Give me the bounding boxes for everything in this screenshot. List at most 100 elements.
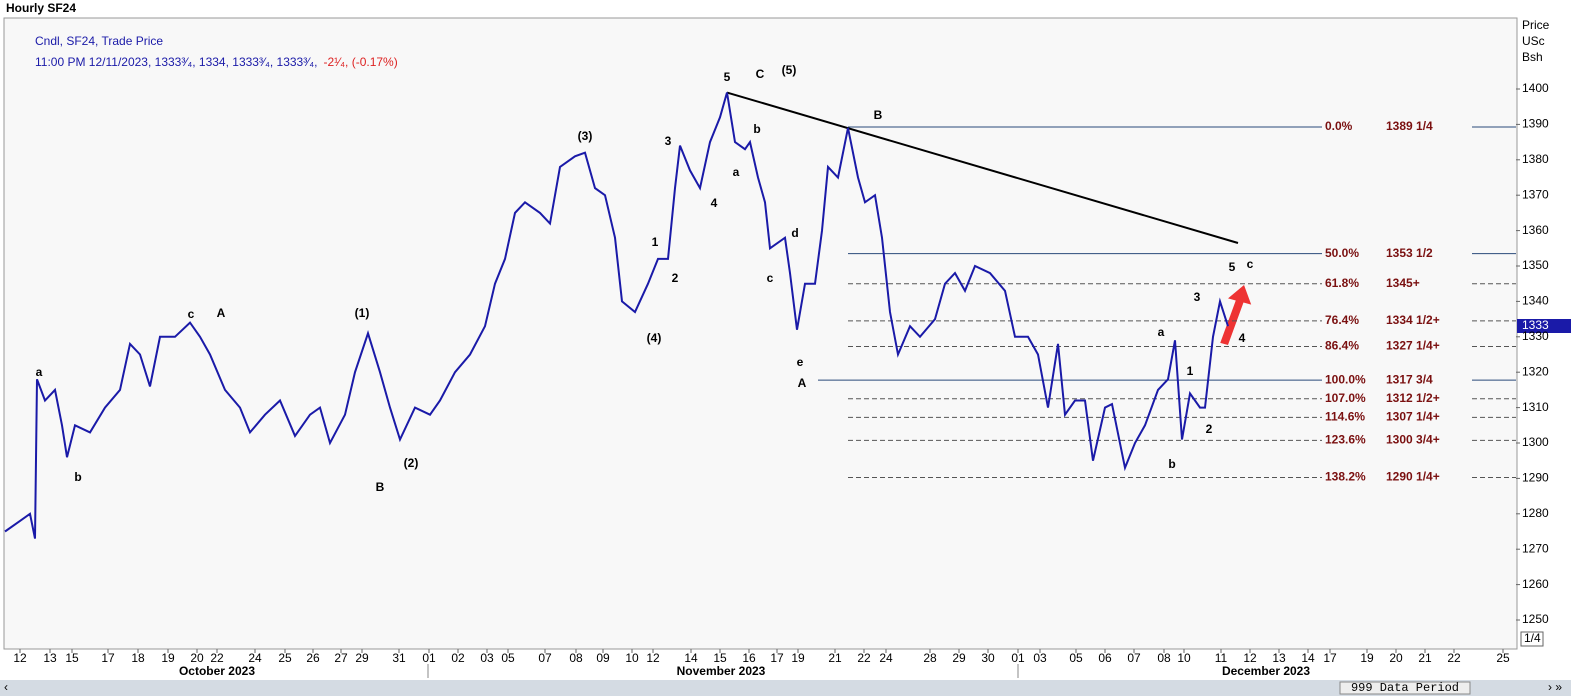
- y-tick-label: 1310: [1522, 400, 1549, 414]
- wave-label: b: [74, 470, 81, 484]
- scroll-thumb[interactable]: [1339, 681, 1471, 695]
- x-tick-label: 12: [646, 651, 660, 665]
- wave-label: c: [1247, 257, 1254, 271]
- last-price: 1333: [1522, 318, 1549, 332]
- fib-pct: 123.6%: [1325, 433, 1366, 447]
- wave-label: 5: [724, 70, 731, 84]
- x-tick-label: 19: [161, 651, 175, 665]
- x-tick-label: 24: [248, 651, 262, 665]
- y-tick-label: 1280: [1522, 506, 1549, 520]
- x-tick-label: 06: [1098, 651, 1112, 665]
- wave-label: c: [767, 271, 774, 285]
- x-tick-label: 15: [713, 651, 727, 665]
- trendline: [726, 91, 1239, 244]
- wave-label: 4: [1239, 331, 1246, 345]
- fib-label-bg: [1322, 390, 1472, 407]
- y-tick-label: 1340: [1522, 294, 1549, 308]
- scroll-label: 999 Data Period: [1351, 681, 1459, 695]
- page-box[interactable]: [1520, 631, 1544, 647]
- x-tick-label: 17: [101, 651, 115, 665]
- fib-label-bg: [1322, 119, 1472, 136]
- fib-pct: 0.0%: [1325, 119, 1353, 133]
- x-tick-label: 03: [1033, 651, 1047, 665]
- fib-price: 1317 3/4: [1386, 372, 1433, 386]
- wave-label: a: [733, 165, 740, 179]
- x-tick-label: 21: [1418, 651, 1432, 665]
- wave-label: 2: [1206, 422, 1213, 436]
- x-tick-label: 05: [1069, 651, 1083, 665]
- legend-change: -2¹⁄₄, (-0.17%): [323, 55, 397, 69]
- x-tick-label: 26: [306, 651, 320, 665]
- wave-label: e: [797, 355, 804, 369]
- wave-label: (5): [782, 63, 797, 77]
- wave-label: A: [217, 306, 226, 320]
- x-tick-label: 01: [422, 651, 436, 665]
- x-tick-label: 22: [210, 651, 224, 665]
- y-tick-label: 1250: [1522, 612, 1549, 626]
- fib-price: 1312 1/2+: [1386, 391, 1440, 405]
- x-tick-label: 29: [355, 651, 369, 665]
- y-tick-label: 1350: [1522, 258, 1549, 272]
- wave-label: B: [874, 108, 883, 122]
- page-indicator: 1/4: [1524, 631, 1541, 645]
- x-tick-label: 03: [480, 651, 494, 665]
- x-tick-label: 25: [278, 651, 292, 665]
- fib-label-bg: [1322, 338, 1472, 355]
- fib-pct: 100.0%: [1325, 372, 1366, 386]
- fib-pct: 138.2%: [1325, 470, 1366, 484]
- wave-label: a: [36, 365, 43, 379]
- wave-label: (2): [404, 456, 419, 470]
- last-price-box: [1517, 319, 1571, 333]
- x-tick-label: 17: [770, 651, 784, 665]
- wave-label: b: [1168, 457, 1175, 471]
- x-tick-label: 14: [684, 651, 698, 665]
- x-tick-label: 10: [1177, 651, 1191, 665]
- x-tick-label: 15: [65, 651, 79, 665]
- plot-area: [3, 17, 1518, 650]
- y-axis-label: USc: [1522, 34, 1545, 48]
- y-tick-label: 1370: [1522, 187, 1549, 201]
- x-tick-label: 11: [1215, 651, 1228, 665]
- fib-pct: 114.6%: [1325, 410, 1365, 424]
- wave-label: (1): [355, 306, 370, 320]
- wave-label: B: [376, 480, 385, 494]
- x-tick-label: 27: [334, 651, 348, 665]
- wave-label: 2: [672, 271, 679, 285]
- wave-label: b: [753, 122, 760, 136]
- fib-label-bg: [1322, 409, 1472, 426]
- arrow: [1220, 285, 1252, 345]
- y-tick-label: 1300: [1522, 435, 1549, 449]
- x-tick-label: 21: [828, 651, 842, 665]
- fib-pct: 107.0%: [1325, 391, 1366, 405]
- y-tick-label: 1380: [1522, 152, 1549, 166]
- month-label: December 2023: [1222, 664, 1310, 678]
- x-tick-label: 30: [981, 651, 995, 665]
- month-label: October 2023: [179, 664, 255, 678]
- month-label: November 2023: [677, 664, 766, 678]
- fib-pct: 50.0%: [1325, 246, 1359, 260]
- fib-price: 1290 1/4+: [1386, 470, 1440, 484]
- x-tick-label: 19: [791, 651, 805, 665]
- x-tick-label: 22: [1447, 651, 1461, 665]
- y-tick-label: 1390: [1522, 117, 1549, 131]
- x-tick-label: 20: [1389, 651, 1403, 665]
- fib-price: 1327 1/4+: [1386, 339, 1440, 353]
- wave-label: C: [756, 67, 765, 81]
- wave-label: c: [188, 307, 195, 321]
- y-axis-label: Price: [1522, 18, 1550, 32]
- fib-label-bg: [1322, 245, 1472, 262]
- scroll-left[interactable]: ‹: [4, 680, 8, 694]
- y-axis-label: Bsh: [1522, 50, 1543, 64]
- x-tick-label: 07: [538, 651, 552, 665]
- scrollbar[interactable]: [0, 680, 1571, 696]
- x-tick-label: 05: [501, 651, 515, 665]
- x-tick-label: 02: [451, 651, 465, 665]
- wave-label: 4: [711, 196, 718, 210]
- scroll-right[interactable]: › »: [1548, 680, 1562, 694]
- fib-price: 1300 3/4+: [1386, 433, 1440, 447]
- wave-label: (3): [578, 129, 593, 143]
- y-tick-label: 1400: [1522, 81, 1549, 95]
- x-tick-label: 12: [1243, 651, 1257, 665]
- fib-pct: 86.4%: [1325, 339, 1359, 353]
